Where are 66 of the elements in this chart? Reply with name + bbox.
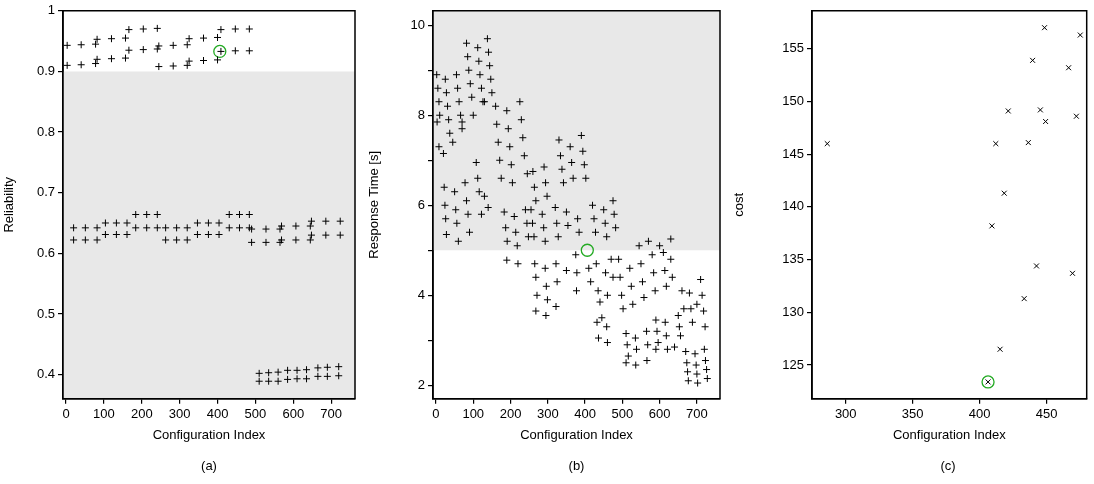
point (1065, 64, 1072, 71)
y-tick-label: 150 (782, 93, 804, 109)
point (1005, 107, 1012, 114)
point (1077, 32, 1084, 39)
y-tick-label: 0.4 (36, 366, 55, 382)
point (1001, 190, 1008, 197)
y-tick-label: 140 (782, 198, 804, 214)
text: (b) (567, 458, 586, 473)
y-tick-label: 0.8 (36, 123, 55, 139)
point (988, 222, 995, 229)
x-tick-label: 100 (93, 406, 115, 422)
x-tick-label: 400 (574, 406, 596, 422)
x-tick-label: 500 (611, 406, 634, 422)
y-tick-label: 155 (782, 40, 804, 56)
x-tick-label: 400 (206, 406, 229, 422)
x-tick-label: 350 (901, 406, 924, 422)
point (1041, 24, 1048, 31)
y-tick-label: 135 (782, 251, 804, 267)
y-tick-label: 145 (782, 145, 804, 161)
x-tick-label: 700 (686, 406, 708, 422)
point (997, 346, 1004, 353)
x-tick-label: 100 (462, 406, 485, 422)
x-tick-label: 300 (168, 406, 191, 422)
x-tick-label: 300 (834, 406, 857, 422)
x-tick-label: 200 (499, 406, 522, 422)
point (992, 140, 999, 147)
point (1073, 113, 1080, 120)
x-tick-label: 400 (968, 406, 991, 422)
point (1037, 106, 1044, 113)
x-axis-title: Configuration Index (152, 426, 266, 442)
y-axis-title: cost (731, 192, 747, 217)
y-tick-label: 2 (417, 376, 425, 392)
point (981, 375, 995, 389)
x-axis-title: Configuration Index (520, 426, 634, 442)
point (1069, 270, 1076, 277)
x-tick-label: 200 (130, 406, 153, 422)
x-tick-label: 0 (432, 406, 440, 422)
y-tick-label: 1 (47, 2, 55, 18)
x-tick-label: 500 (244, 406, 267, 422)
x-tick-label: 600 (282, 406, 305, 422)
y-tick-label: 8 (417, 106, 425, 122)
y-tick-label: 0.7 (36, 184, 55, 200)
y-tick-label: 130 (782, 303, 804, 319)
y-tick-label: 0.5 (36, 305, 55, 321)
y-tick-label: 0.9 (36, 63, 55, 78)
y-tick-label: 4 (417, 286, 425, 302)
y-axis-title: Response Time [s] (366, 150, 382, 259)
y-tick-label: 125 (782, 356, 804, 372)
y-tick-label: 6 (417, 196, 425, 212)
y-tick-label: 10 (410, 16, 425, 32)
point (1025, 139, 1032, 146)
point (1033, 262, 1040, 269)
x-tick-label: 0 (62, 406, 70, 422)
point (1029, 57, 1036, 64)
point (1042, 118, 1049, 125)
text: (a) (200, 458, 218, 473)
x-tick-label: 450 (1035, 406, 1058, 422)
x-tick-label: 300 (536, 406, 559, 422)
point (824, 140, 831, 147)
x-tick-label: 600 (648, 406, 671, 422)
text: (c) (939, 458, 957, 473)
y-axis-title: Reliability (1, 176, 17, 233)
y-tick-label: 0.6 (36, 244, 55, 260)
point (1021, 295, 1028, 302)
x-axis-title: Configuration Index (892, 426, 1007, 442)
x-tick-label: 700 (320, 406, 342, 422)
